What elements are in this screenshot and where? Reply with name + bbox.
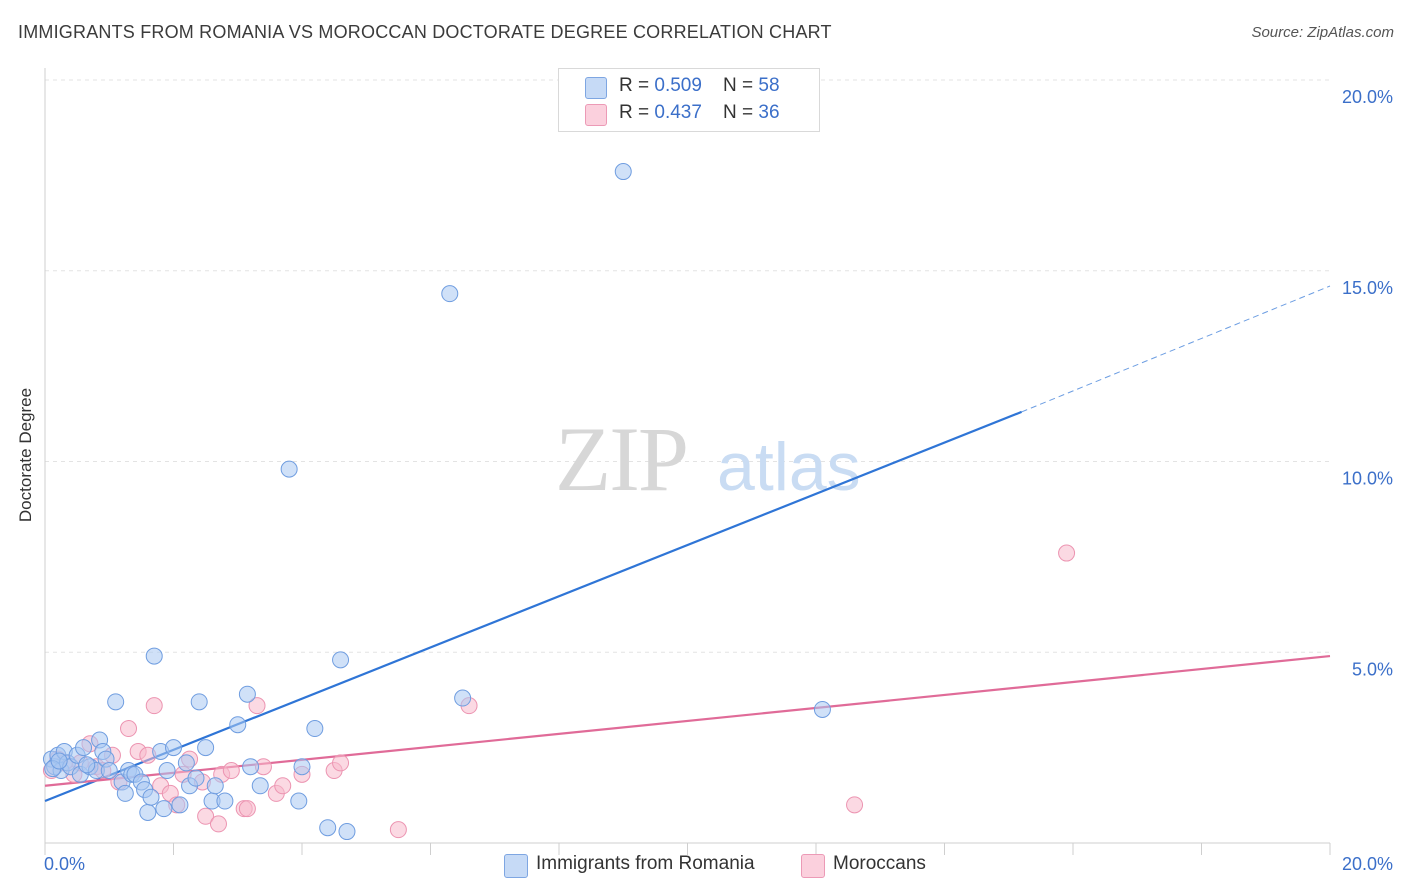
romania-point [216,792,234,810]
watermark-zip: ZIP [555,408,687,510]
romania-point [242,758,260,776]
legend-n-label: N = [723,102,759,123]
romania-point [441,285,459,303]
romania-point [75,739,93,757]
romania-point [142,788,160,806]
romania-point [338,823,356,841]
y-tick-label: 20.0% [1342,87,1393,107]
y-tick-label: 15.0% [1342,278,1393,298]
romania-point [251,777,269,795]
moroccans-point [389,821,407,839]
romania-point [139,803,157,821]
legend-n-label: N = [723,75,759,96]
moroccans-point [197,807,215,825]
y-tick-label: 5.0% [1352,659,1393,679]
romania-point [116,784,134,802]
romania-point [238,685,256,703]
romania-point [155,800,173,818]
romania-point [319,819,337,837]
legend-n-value: 36 [758,102,780,123]
romania-point [280,460,298,478]
trend-line-romania [44,410,1023,803]
chart-title: IMMIGRANTS FROM ROMANIA VS MOROCCAN DOCT… [18,22,832,42]
x-tick-label: 20.0% [1342,854,1393,874]
romania-point [107,693,125,711]
moroccans-point [222,762,240,780]
axes [44,68,1331,855]
legend-swatch-pink [801,854,825,878]
romania-point [145,647,163,665]
romania-point [171,796,189,814]
moroccans-point [209,815,227,833]
moroccans-points [42,544,1076,839]
trend-line-romania-extension [1021,285,1331,413]
romania-point [332,651,350,669]
romania-point [78,756,96,774]
x-tick-label: 0.0% [44,854,85,874]
legend-swatch-blue [504,854,528,878]
romania-point [158,762,176,780]
legend-r-label: R = [619,102,655,123]
romania-point [290,792,308,810]
romania-point [190,693,208,711]
moroccans-point [248,697,266,715]
romania-point [165,739,182,757]
romania-point [293,758,311,776]
legend-r-value: 0.509 [654,75,702,96]
romania-point [454,689,472,707]
moroccans-point [332,754,350,772]
romania-point [813,700,831,718]
romania-point [197,739,215,757]
y-tick-label: 10.0% [1342,469,1393,489]
romania-point [206,777,224,795]
romania-points [42,163,831,841]
legend-label-moroccans: Moroccans [833,853,926,874]
legend-r-value: 0.437 [654,102,702,123]
legend-swatch-blue [585,77,607,99]
romania-point [306,720,324,738]
source-label: Source: ZipAtlas.com [1251,24,1394,41]
moroccans-point [1058,544,1076,562]
legend-swatch-pink [585,104,607,126]
moroccans-point [846,796,864,814]
romania-point [229,716,247,734]
correlation-legend: R = 0.509 N = 58 R = 0.437 N = 36 [558,68,820,132]
watermark: ZIP atlas [555,408,861,510]
romania-point [177,754,195,772]
romania-point [100,762,118,780]
moroccans-point [238,800,256,818]
romania-point [187,769,205,787]
tick-labels: 5.0% 10.0% 15.0% 20.0% 0.0% 20.0% [44,87,1393,874]
legend-label-romania: Immigrants from Romania [536,853,755,874]
grid-lines [45,79,1330,653]
legend-r-label: R = [619,75,655,96]
watermark-atlas: atlas [717,429,861,505]
legend-n-value: 58 [758,75,780,96]
romania-point [614,163,632,181]
moroccans-point [274,777,292,795]
moroccans-point [145,697,163,715]
romania-point [50,752,68,770]
y-axis-label: Doctorate Degree [16,387,35,523]
moroccans-point [120,720,138,738]
